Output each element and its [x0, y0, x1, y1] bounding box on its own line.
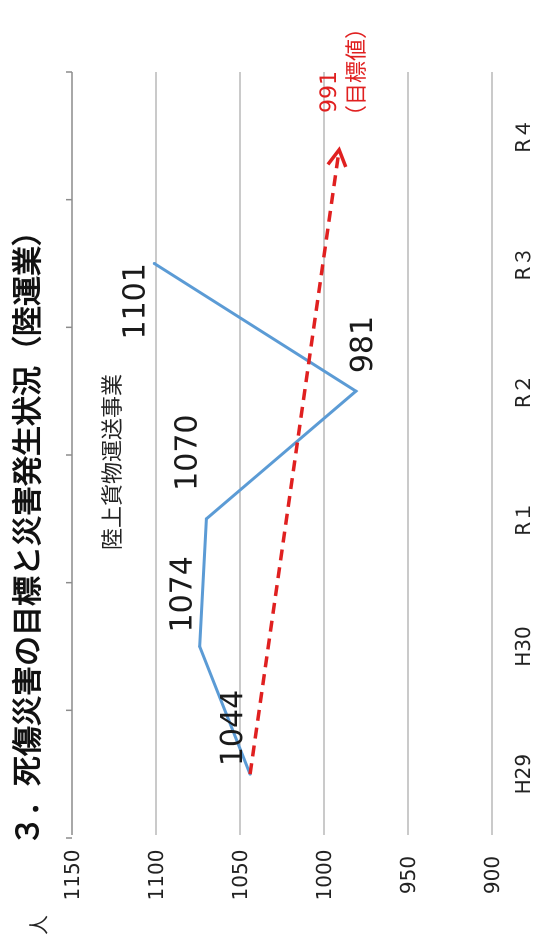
data-label: 1074 [165, 556, 200, 632]
data-label: 1101 [117, 263, 152, 339]
y-tick-label: 900 [480, 856, 504, 894]
chart-title: ３．死傷災害の目標と災害発生状況（陸運業） [11, 216, 46, 846]
x-tick-label: R４ [511, 119, 535, 153]
x-tick-label: R２ [511, 374, 535, 408]
x-tick-label: H29 [511, 754, 535, 795]
data-point [354, 389, 358, 393]
y-tick-label: 1100 [144, 850, 168, 901]
y-tick-label: 1150 [60, 850, 84, 901]
data-point [152, 262, 156, 265]
target-arrowhead [326, 146, 348, 168]
y-tick-labels: 900 950 1000 1050 1100 1150 [60, 850, 504, 901]
x-tick-label: R３ [511, 247, 535, 281]
target-trend-line [248, 149, 341, 775]
x-tick-label: H30 [511, 626, 535, 667]
data-label: 981 [345, 316, 380, 373]
y-tick-label: 1000 [312, 850, 336, 901]
x-tick-label: R１ [511, 502, 535, 536]
data-point [204, 517, 208, 521]
target-note-label: （目標値） [345, 17, 370, 127]
series-name-label: 陸上貨物運送事業 [101, 374, 126, 550]
series-line [153, 262, 359, 775]
x-tick-labels: H29 H30 R１ R２ R３ R４ [511, 119, 535, 795]
y-axis-unit-label: 人 [27, 915, 51, 935]
target-value-label: 991 [317, 71, 342, 113]
y-tick-label: 950 [396, 856, 420, 894]
series-layer [152, 262, 359, 776]
gridlines [155, 72, 493, 835]
data-labels: 1044 1074 1070 981 1101 [117, 263, 380, 766]
target-layer [248, 146, 348, 775]
data-label: 1070 [169, 414, 204, 490]
data-label: 1044 [215, 690, 250, 766]
y-tick-label: 1050 [228, 850, 252, 901]
axes [66, 71, 73, 839]
data-point [198, 645, 202, 648]
